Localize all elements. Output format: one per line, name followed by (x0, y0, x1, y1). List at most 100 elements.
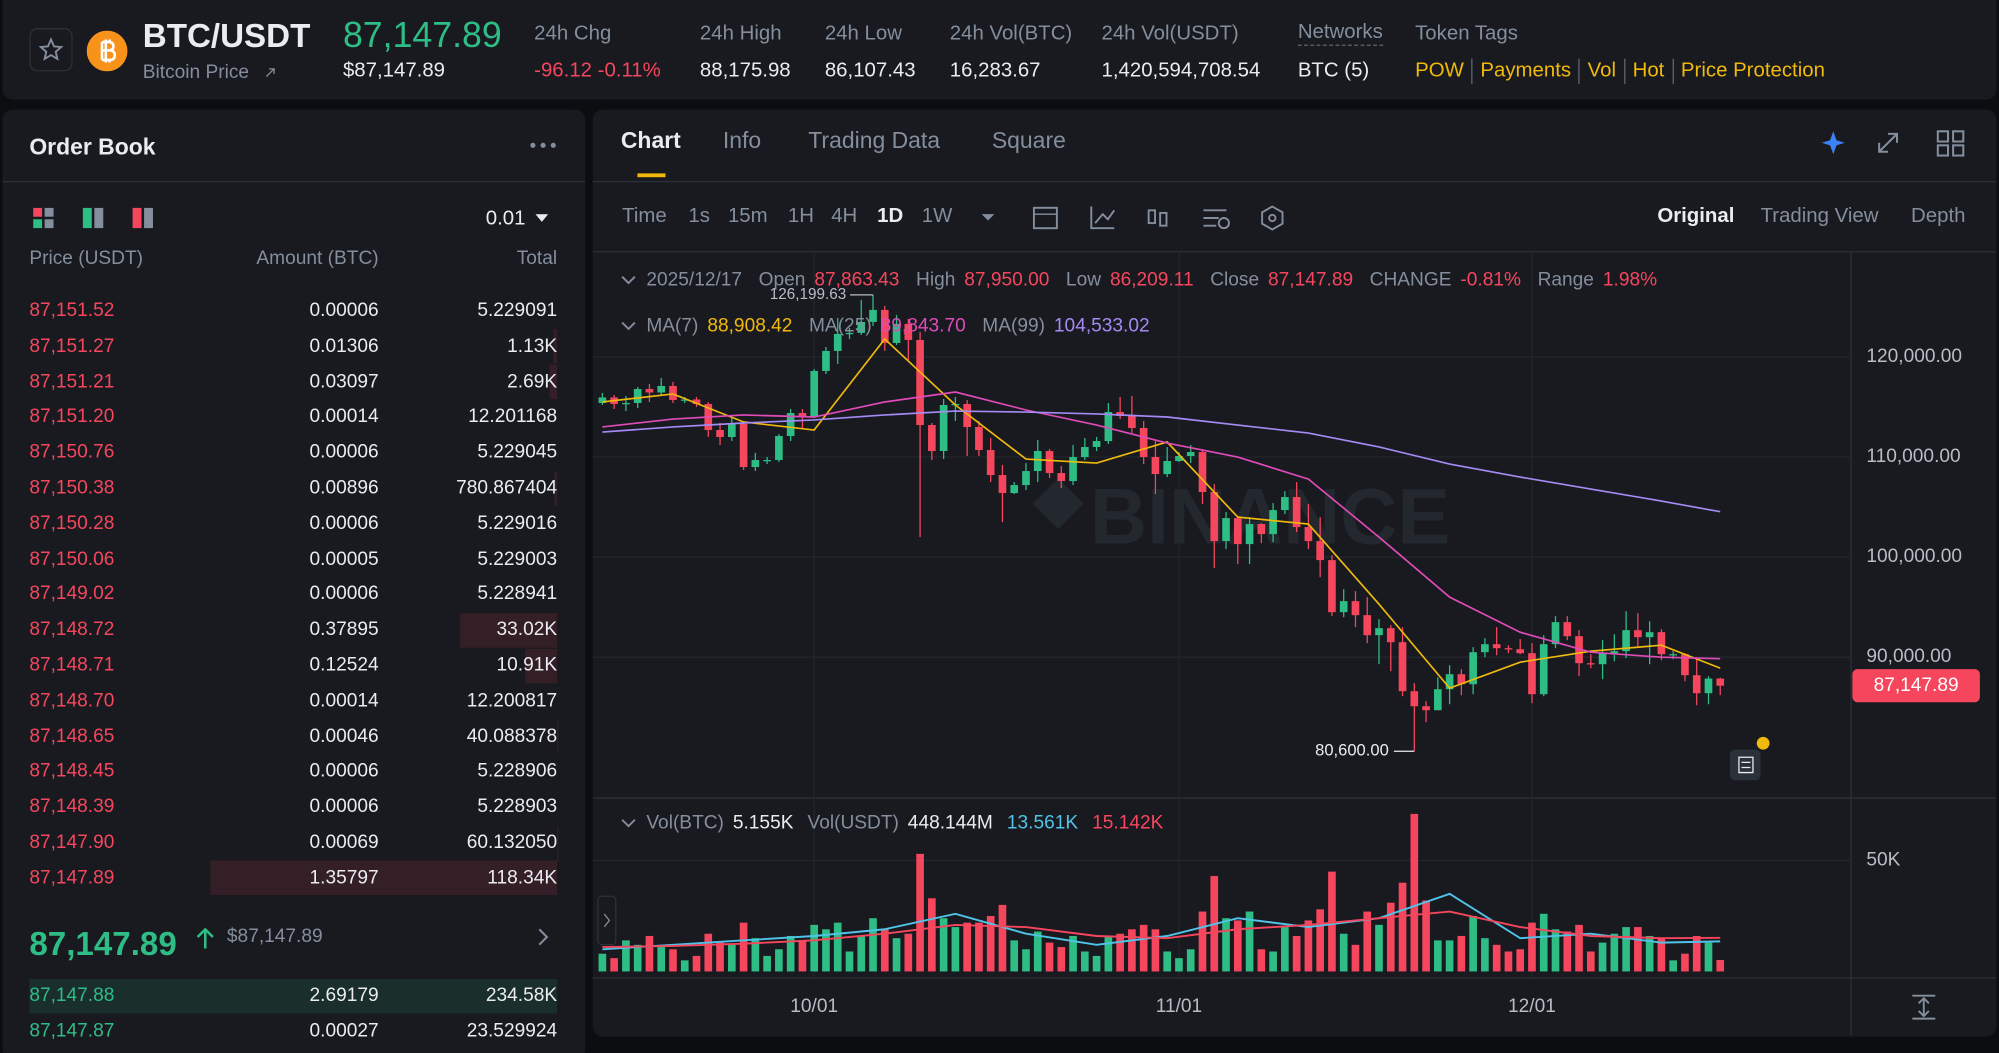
volume-bar (1057, 947, 1066, 972)
token-tag[interactable]: POW (1415, 59, 1464, 82)
book-price[interactable]: 87,148.45 (29, 760, 115, 782)
candle-body (1057, 473, 1066, 482)
toolbar-icons[interactable] (1819, 127, 1978, 158)
volume-bar (892, 938, 901, 972)
book-price[interactable]: 87,150.38 (29, 476, 115, 499)
info-label: Range (1537, 268, 1594, 291)
volume-bar (1198, 911, 1207, 972)
ma-line (602, 337, 1721, 690)
book-price[interactable]: 87,148.39 (29, 795, 115, 818)
tab[interactable]: Chart (620, 127, 681, 153)
interval[interactable]: 4H (831, 205, 858, 227)
interval[interactable]: 1D (877, 205, 904, 227)
candle-body (1598, 653, 1607, 665)
volume-bar (1092, 955, 1101, 972)
book-cell: 780.867404 (456, 476, 558, 499)
y-tick-label: 120,000.00 (1866, 346, 1962, 367)
subtitle[interactable]: Bitcoin Price (142, 61, 250, 83)
candle-body (1375, 628, 1383, 636)
interval[interactable]: 1W (921, 205, 953, 227)
book-price[interactable]: 87,150.28 (29, 512, 115, 534)
ma-legend: MA(7) 88,908.42 MA(25) 89,843.70 MA(99) 104,5… (621, 315, 1150, 337)
tick-size[interactable]: 0.01 (485, 207, 526, 230)
volume-bar (1222, 918, 1230, 972)
legend-label: MA(7) (646, 314, 699, 337)
volume-bar (775, 949, 783, 972)
collapse-icon[interactable] (621, 818, 636, 828)
book-cell: 0.12524 (309, 654, 379, 676)
indicator-button[interactable] (1729, 749, 1761, 781)
candle-body (739, 424, 748, 468)
book-price[interactable]: 87,148.65 (29, 724, 115, 747)
token-tag[interactable]: Price Protection (1672, 58, 1825, 85)
book-price[interactable]: 87,147.89 (29, 866, 115, 889)
token-tag[interactable]: Hot (1623, 58, 1664, 85)
volume-bar (1328, 871, 1336, 972)
scroll-button[interactable] (597, 895, 617, 946)
book-price[interactable]: 87,147.88 (29, 984, 115, 1006)
volume-bar (1622, 927, 1630, 972)
low-marker: 80,600.00 (1315, 741, 1389, 760)
book-layout-icons[interactable] (33, 207, 160, 229)
more-button[interactable] (529, 140, 557, 150)
tab[interactable]: Trading Data (808, 127, 941, 153)
chart-view[interactable]: Trading View (1760, 205, 1879, 227)
interval[interactable]: Time (622, 205, 667, 227)
up-arrow (196, 927, 214, 949)
favorite-button[interactable] (29, 28, 73, 72)
candle-body (1645, 632, 1654, 638)
volume-bar (1528, 922, 1536, 972)
volume-bar (1339, 933, 1348, 972)
legend-value: 104,533.02 (1053, 314, 1150, 337)
scale-button[interactable] (1912, 994, 1936, 1020)
collapse-icon[interactable] (621, 321, 636, 331)
stat-value: 16,283.67 (949, 59, 1041, 82)
tab[interactable]: Square (991, 127, 1066, 153)
candle-body (916, 339, 924, 426)
book-price[interactable]: 87,151.27 (29, 335, 115, 357)
candle-body (857, 321, 866, 333)
book-price[interactable]: 87,147.90 (29, 831, 115, 853)
chart-view[interactable]: Depth (1911, 205, 1966, 227)
book-price[interactable]: 87,148.70 (29, 689, 115, 712)
book-cell: 12.201168 (468, 405, 558, 428)
book-price[interactable]: 87,150.76 (29, 441, 115, 464)
column-header: Price (USDT) (29, 247, 144, 269)
book-price[interactable]: 87,149.02 (29, 583, 115, 605)
coin-icon (86, 30, 128, 72)
chevron[interactable] (537, 928, 550, 946)
stat-label: 24h Low (824, 22, 902, 45)
interval[interactable]: 1H (787, 205, 814, 227)
candle-body (928, 425, 936, 452)
candle-body (1398, 642, 1407, 692)
book-price[interactable]: 87,148.72 (29, 618, 115, 641)
book-price[interactable]: 87,148.71 (29, 654, 115, 676)
chart-tool-icons[interactable] (981, 204, 1288, 232)
divider (2, 181, 586, 183)
book-price[interactable]: 87,151.21 (29, 370, 115, 393)
volume-bar (1069, 935, 1077, 972)
chart-view[interactable]: Original (1657, 205, 1735, 227)
legend-label: MA(99) (982, 314, 1045, 337)
volume-bar (1104, 935, 1113, 972)
book-price[interactable]: 87,147.87 (29, 1019, 115, 1042)
book-price[interactable]: 87,151.20 (29, 405, 115, 428)
candle-body (1551, 622, 1560, 645)
depth-bar (460, 612, 558, 648)
candle-body (1010, 485, 1019, 494)
book-cell: 0.03097 (309, 370, 379, 393)
tab[interactable]: Info (722, 127, 762, 153)
collapse-icon[interactable] (621, 275, 636, 285)
token-tag[interactable]: Payments (1471, 58, 1571, 85)
interval[interactable]: 1s (688, 205, 710, 227)
token-tag[interactable]: Vol (1578, 58, 1616, 85)
candle-body (1281, 497, 1289, 511)
book-cell: 10.91K (496, 654, 558, 676)
volume-bar (1445, 940, 1454, 972)
candle-body (1316, 541, 1324, 561)
interval[interactable]: 15m (727, 205, 768, 227)
book-price[interactable]: 87,150.06 (29, 547, 115, 570)
book-price[interactable]: 87,151.52 (29, 299, 115, 322)
volume-bar (1375, 924, 1383, 972)
networks-label[interactable]: Networks (1297, 22, 1383, 46)
